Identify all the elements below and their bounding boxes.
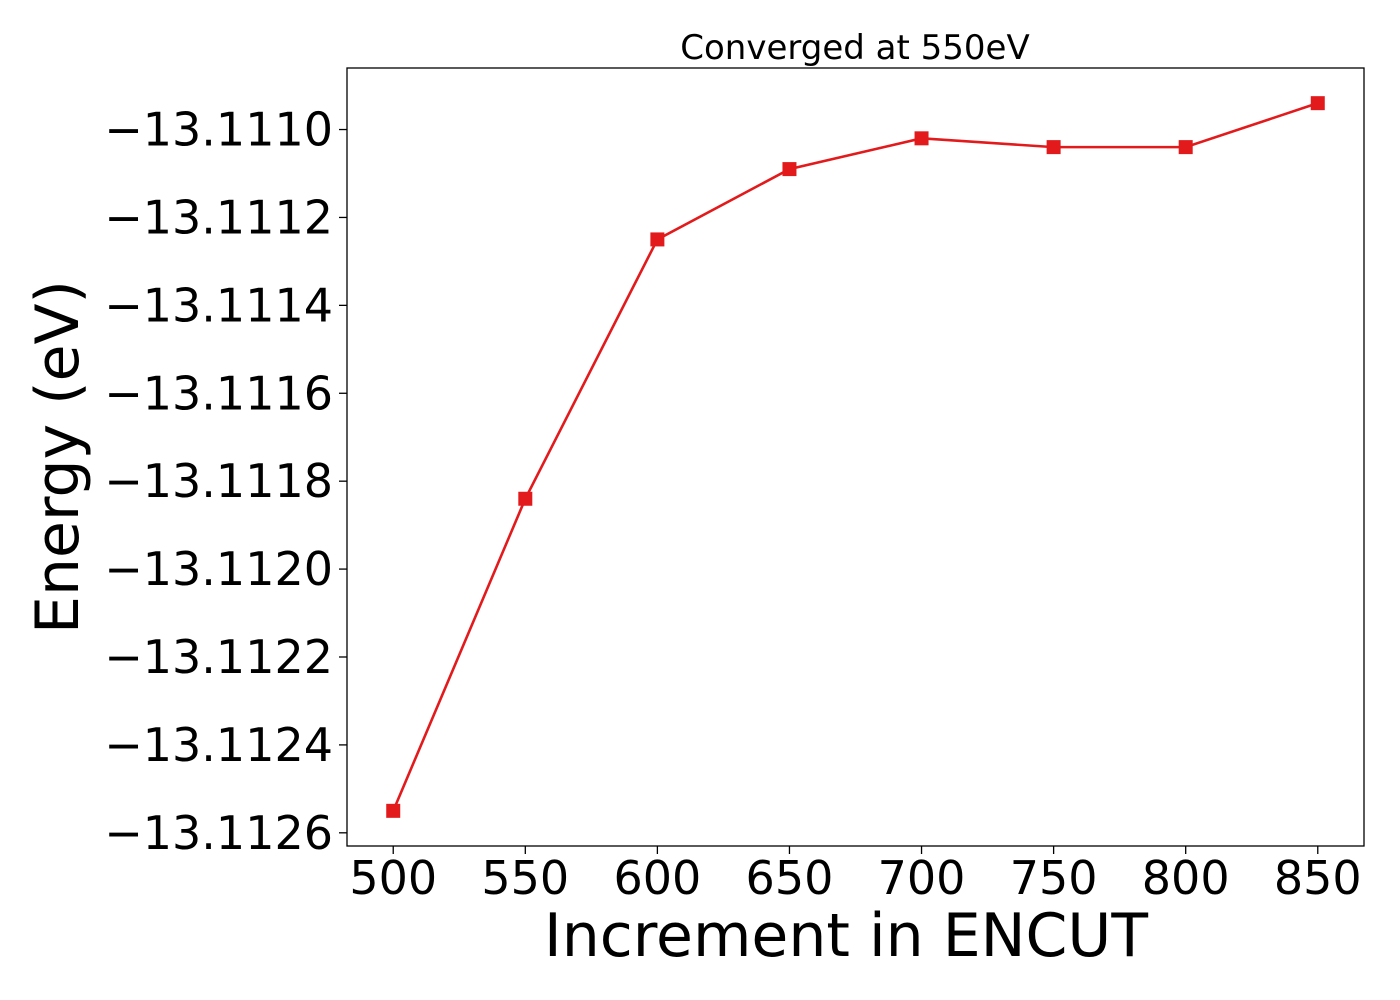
plot-area-frame <box>346 67 1365 847</box>
y-tick-label: −13.1110 <box>104 103 333 157</box>
x-tick-label: 500 <box>349 851 437 905</box>
x-tick-label: 850 <box>1274 851 1362 905</box>
x-axis: 500 550 600 650 700 750 800 850 <box>349 846 1362 905</box>
data-point <box>782 162 797 177</box>
y-axis: −13.1126 −13.1124 −13.1122 −13.1120 −13.1118… <box>104 103 347 860</box>
chart-title: Converged at 550eV <box>680 28 1029 68</box>
y-tick-label: −13.1114 <box>104 278 333 332</box>
y-tick-label: −13.1116 <box>104 366 333 420</box>
x-axis-label: Increment in ENCUT <box>544 901 1148 971</box>
y-tick-label: −13.1120 <box>104 542 333 596</box>
data-point <box>518 491 533 506</box>
y-tick-label: −13.1126 <box>104 806 333 860</box>
data-point <box>914 131 929 146</box>
data-point <box>1310 96 1325 111</box>
y-tick-label: −13.1124 <box>104 718 333 772</box>
plot-series <box>386 96 1325 818</box>
data-point <box>1046 140 1061 155</box>
x-tick-label: 700 <box>878 851 966 905</box>
x-tick-label: 750 <box>1010 851 1098 905</box>
y-tick-label: −13.1118 <box>104 454 333 508</box>
data-point <box>650 232 665 247</box>
x-tick-label: 800 <box>1142 851 1230 905</box>
y-tick-label: −13.1112 <box>104 190 333 244</box>
y-tick-label: −13.1122 <box>104 630 333 684</box>
data-point <box>1178 140 1193 155</box>
x-tick-label: 600 <box>613 851 701 905</box>
series-line <box>392 101 1319 812</box>
x-tick-label: 650 <box>746 851 834 905</box>
y-axis-label: Energy (eV) <box>23 280 93 634</box>
x-tick-label: 550 <box>481 851 569 905</box>
data-point <box>386 803 401 818</box>
